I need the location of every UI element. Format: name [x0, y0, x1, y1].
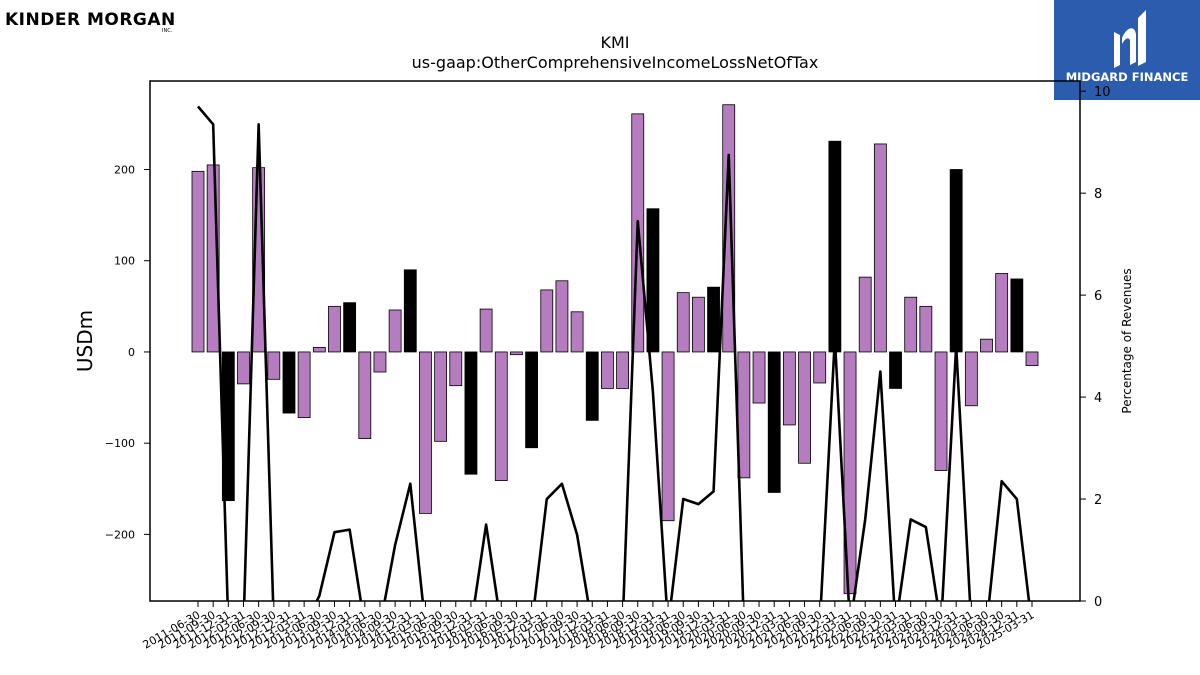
bar: [297, 351, 311, 419]
chart-subtitle: us-gaap:OtherComprehensiveIncomeLossNetO…: [412, 53, 819, 72]
bar: [919, 305, 933, 353]
y2-tick-label: 4: [1094, 391, 1102, 406]
bar: [237, 351, 250, 385]
bar: [510, 351, 523, 356]
bar: [995, 273, 1009, 353]
bar-group: [191, 104, 1039, 595]
bar: [661, 351, 675, 522]
x-axis: 2011-06-302011-09-302011-12-312012-03-31…: [141, 601, 1037, 652]
bar: [676, 292, 690, 353]
y2-tick-label: 0: [1094, 595, 1102, 610]
bar: [1010, 278, 1024, 353]
bar: [267, 351, 281, 380]
bar: [858, 276, 872, 353]
bar: [585, 351, 599, 421]
y-tick-label: −100: [105, 437, 135, 450]
bar: [1025, 351, 1039, 367]
bar: [555, 280, 569, 353]
percentage-line: [197, 105, 1031, 601]
bar: [934, 351, 948, 471]
left-axis: −200 −100 0 100 200: [105, 163, 150, 541]
midgard-finance-logo-icon: [1114, 10, 1146, 68]
bar: [843, 351, 857, 595]
bar: [964, 351, 978, 407]
y2-axis-label: Percentage of Revenues: [1120, 268, 1134, 413]
right-axis: 0 2 4 6 8 10: [1080, 85, 1111, 610]
bar: [328, 305, 341, 353]
bar: [419, 351, 432, 514]
bar: [873, 143, 887, 353]
brand-logo-text: MIDGARD FINANCE: [1065, 70, 1189, 84]
bar: [191, 170, 205, 353]
y2-tick-label: 8: [1094, 187, 1102, 202]
bar: [949, 169, 963, 353]
bar: [570, 311, 584, 353]
y2-tick-label: 6: [1094, 289, 1102, 304]
bar: [767, 351, 781, 493]
bar: [980, 338, 993, 353]
y2-tick-label: 2: [1094, 493, 1102, 508]
company-logo-text: KINDER MORGAN: [5, 10, 176, 30]
bar: [373, 351, 387, 373]
bar: [601, 351, 614, 389]
y2-tick-label: 10: [1094, 85, 1111, 100]
bar: [798, 351, 811, 464]
bar: [449, 351, 463, 387]
y-axis-label: USDm: [73, 310, 97, 372]
y-tick-label: 0: [128, 346, 135, 359]
bar: [540, 289, 554, 353]
bar: [828, 140, 842, 353]
bar: [616, 351, 629, 389]
bar: [312, 346, 326, 353]
bar: [722, 104, 736, 353]
bar: [282, 351, 296, 414]
bar: [752, 351, 766, 404]
bar: [479, 308, 493, 353]
bar: [434, 351, 448, 442]
y-tick-label: 100: [114, 255, 135, 268]
bar: [904, 296, 918, 353]
bar: [494, 351, 508, 481]
bar: [388, 309, 402, 353]
midgard-finance-logo: MIDGARD FINANCE: [1054, 0, 1200, 100]
bar: [813, 351, 827, 384]
kinder-morgan-logo: KINDER MORGAN INC.: [5, 6, 185, 42]
y-tick-label: 200: [114, 163, 135, 176]
bar: [889, 351, 902, 389]
bar: [343, 302, 357, 353]
chart-title: KMI: [600, 33, 629, 52]
y-tick-label: −200: [105, 528, 135, 541]
bar: [707, 286, 720, 353]
bar: [692, 296, 705, 353]
bar: [358, 351, 372, 440]
bar: [525, 351, 538, 449]
plot-frame: [149, 80, 1081, 602]
bar: [646, 208, 660, 353]
company-logo-suffix: INC.: [162, 28, 173, 34]
bar: [782, 351, 796, 426]
bar: [403, 269, 417, 353]
bar: [464, 351, 478, 475]
